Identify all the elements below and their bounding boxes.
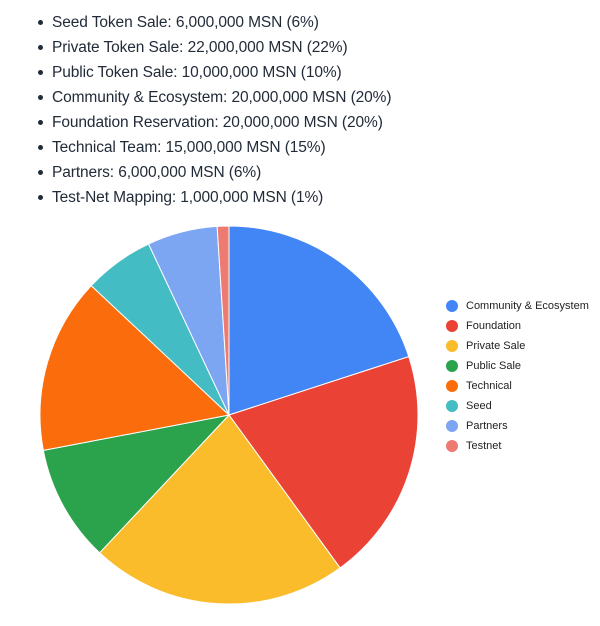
legend-color-dot <box>446 420 458 432</box>
bullet-icon <box>38 195 43 200</box>
legend-item: Technical <box>446 376 589 396</box>
legend-color-dot <box>446 360 458 372</box>
pie-slice-public-sale[interactable] <box>42 414 231 554</box>
list-item-text: Private Token Sale: 22,000,000 MSN (22%) <box>52 39 348 56</box>
legend-label: Partners <box>466 420 508 432</box>
chart-legend: Community & Ecosystem Foundation Private S… <box>446 296 589 456</box>
list-item-text: Seed Token Sale: 6,000,000 MSN (6%) <box>52 14 319 31</box>
legend-label: Public Sale <box>466 360 522 372</box>
legend-item: Seed <box>446 396 589 416</box>
list-item: Public Token Sale: 10,000,000 MSN (10%) <box>38 60 600 85</box>
list-item-text: Community & Ecosystem: 20,000,000 MSN (2… <box>52 89 392 106</box>
legend-color-dot <box>446 340 458 352</box>
legend-color-dot <box>446 400 458 412</box>
legend-color-dot <box>446 320 458 332</box>
pie-slice-foundation[interactable] <box>228 355 419 569</box>
list-item: Test-Net Mapping: 1,000,000 MSN (1%) <box>38 185 600 210</box>
legend-color-dot <box>446 380 458 392</box>
list-item-text: Foundation Reservation: 20,000,000 MSN (… <box>52 114 383 131</box>
list-item: Private Token Sale: 22,000,000 MSN (22%) <box>38 35 600 60</box>
pie-slice-community-ecosystem[interactable] <box>228 225 410 416</box>
bullet-icon <box>38 20 43 25</box>
list-item-text: Partners: 6,000,000 MSN (6%) <box>52 164 262 181</box>
pie-slice-technical[interactable] <box>39 284 231 452</box>
token-distribution-pie-chart <box>39 225 419 605</box>
legend-item: Private Sale <box>446 336 589 356</box>
legend-label: Private Sale <box>466 340 526 352</box>
bullet-icon <box>38 95 43 100</box>
legend-item: Testnet <box>446 436 589 456</box>
list-item-text: Test-Net Mapping: 1,000,000 MSN (1%) <box>52 189 324 206</box>
bullet-icon <box>38 145 43 150</box>
pie-slice-private-sale[interactable] <box>98 414 341 605</box>
legend-item: Partners <box>446 416 589 436</box>
pie-slice-testnet[interactable] <box>216 225 230 416</box>
legend-label: Foundation <box>466 320 522 332</box>
token-allocation-list: Seed Token Sale: 6,000,000 MSN (6%) Priv… <box>0 0 600 210</box>
bullet-icon <box>38 70 43 75</box>
pie-svg <box>39 225 419 605</box>
legend-item: Community & Ecosystem <box>446 296 589 316</box>
list-item: Foundation Reservation: 20,000,000 MSN (… <box>38 110 600 135</box>
legend-color-dot <box>446 440 458 452</box>
list-item: Partners: 6,000,000 MSN (6%) <box>38 160 600 185</box>
list-item: Technical Team: 15,000,000 MSN (15%) <box>38 135 600 160</box>
bullet-icon <box>38 170 43 175</box>
list-item-text: Public Token Sale: 10,000,000 MSN (10%) <box>52 64 342 81</box>
list-item-text: Technical Team: 15,000,000 MSN (15%) <box>52 139 326 156</box>
legend-label: Technical <box>466 380 512 392</box>
legend-color-dot <box>446 300 458 312</box>
bullet-icon <box>38 120 43 125</box>
list-item: Seed Token Sale: 6,000,000 MSN (6%) <box>38 10 600 35</box>
legend-label: Seed <box>466 400 492 412</box>
legend-item: Foundation <box>446 316 589 336</box>
legend-label: Testnet <box>466 440 502 452</box>
bullet-icon <box>38 45 43 50</box>
list-item: Community & Ecosystem: 20,000,000 MSN (2… <box>38 85 600 110</box>
legend-item: Public Sale <box>446 356 589 376</box>
legend-label: Community & Ecosystem <box>466 300 589 312</box>
